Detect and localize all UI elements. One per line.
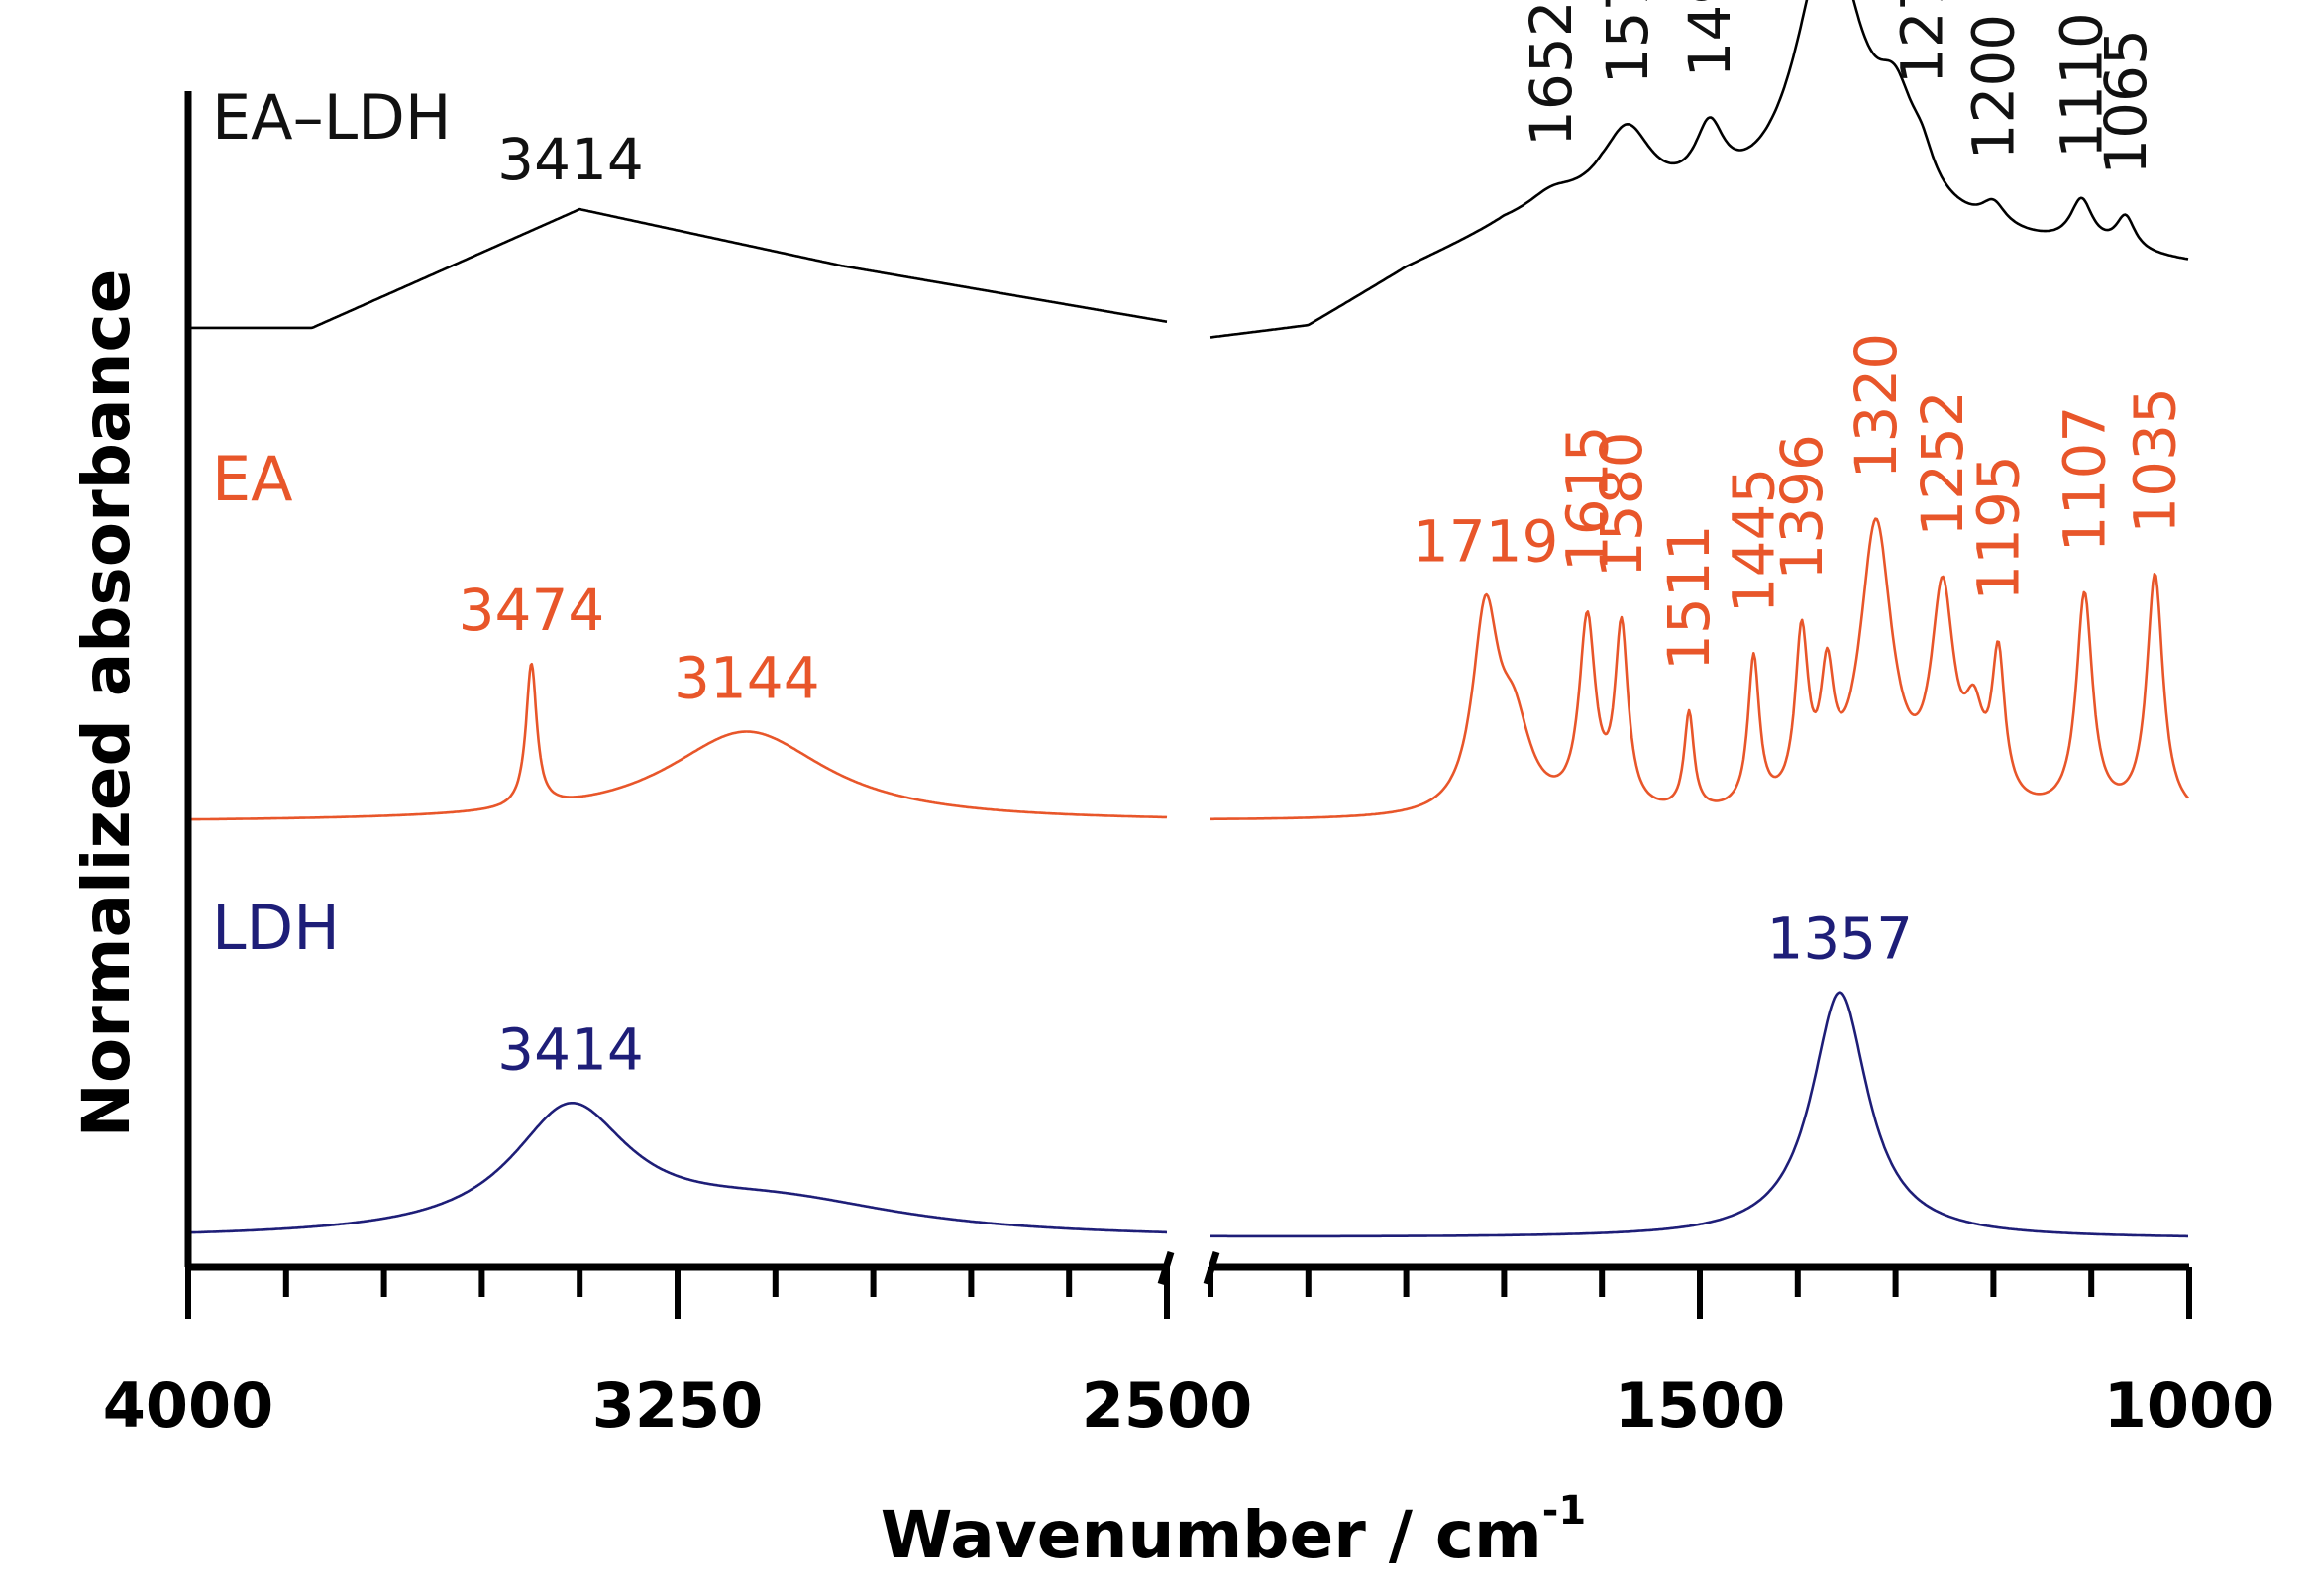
x-tick-label: 1000 [2104, 1369, 2275, 1441]
peak-label: 3414 [497, 1015, 644, 1083]
x-axis-label-superscript: -1 [1542, 1488, 1586, 1534]
peak-annotations: 3414165215741490136812731200111010653474… [459, 0, 2189, 1083]
peak-label: 1396 [1768, 434, 1836, 581]
peak-label: 3144 [674, 645, 820, 712]
peak-label: 1065 [2092, 29, 2159, 175]
series-name-ea: EA [212, 443, 293, 515]
x-tick-label: 4000 [103, 1369, 274, 1441]
series-line-ea-part1 [187, 662, 1168, 821]
x-tick-label: 1500 [1615, 1369, 1786, 1441]
y-axis-label: Normalized absorbance [68, 269, 145, 1138]
peak-label: 1574 [1594, 0, 1661, 84]
series-line-ldh-part1 [187, 1102, 1168, 1234]
peak-label: 1490 [1676, 0, 1743, 77]
series-name-ea-ldh: EA–LDH [212, 81, 452, 154]
series-name-ldh: LDH [212, 892, 340, 964]
series-line-ldh-part2 [1210, 991, 2188, 1238]
axes: 4000 3250 2500 1500 1000 [103, 91, 2275, 1441]
peak-label: 1107 [2050, 406, 2118, 553]
peak-label: 3474 [459, 577, 605, 644]
peak-label: 1110 [2048, 12, 2115, 159]
series-line-ea-ldh-part1 [187, 207, 1168, 330]
peak-label: 3414 [497, 126, 644, 193]
x-axis-label: Wavenumber / cm-1 [881, 1488, 1586, 1573]
peak-label: 1615 [1553, 426, 1621, 573]
peak-label: 1200 [1959, 14, 2027, 160]
spectra-group [187, 0, 2189, 1238]
peak-label: 1320 [1842, 333, 1910, 479]
peak-label: 1195 [1964, 455, 2032, 601]
peak-label: 1511 [1655, 524, 1723, 671]
peak-label: 1035 [2121, 387, 2188, 534]
peak-label: 1445 [1720, 468, 1787, 614]
x-axis-label-text: Wavenumber / cm [881, 1497, 1542, 1573]
series-names: EA–LDH EA LDH [212, 81, 452, 964]
peak-label: 1357 [1766, 905, 1913, 973]
series-line-ea-ldh-part2 [1209, 0, 2189, 339]
series-line-ea-part2 [1210, 517, 2189, 821]
x-tick-label: 2500 [1082, 1369, 1253, 1441]
peak-label: 1252 [1909, 390, 1976, 537]
peak-label: 1580 [1588, 432, 1655, 579]
x-tick-label: 3250 [592, 1369, 764, 1441]
peak-label: 1652 [1518, 0, 1585, 147]
peak-label: 1719 [1413, 508, 1559, 576]
peak-label: 1273 [1888, 0, 1955, 84]
